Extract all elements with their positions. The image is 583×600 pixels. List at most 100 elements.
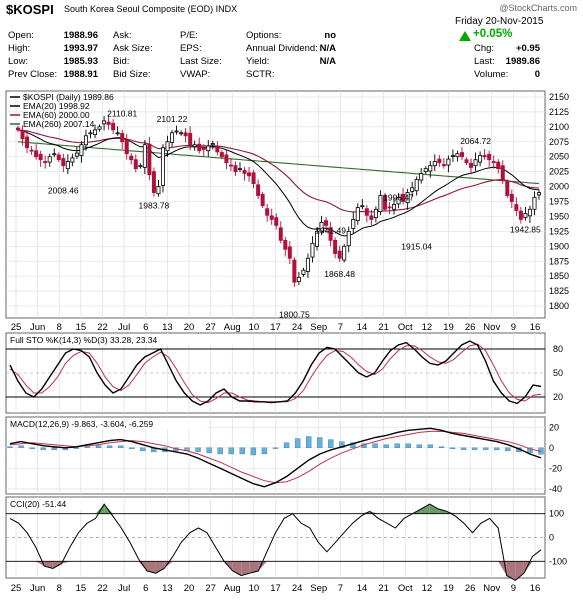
candle-body bbox=[83, 135, 88, 146]
candle-body bbox=[224, 154, 229, 164]
cci-y-tick: -100 bbox=[549, 556, 567, 566]
candle-body bbox=[396, 196, 401, 205]
sto-legend-bg bbox=[7, 334, 237, 345]
x-tick-label-bottom: 7 bbox=[338, 583, 343, 594]
candle-body bbox=[52, 153, 57, 156]
x-tick-label-bottom: 14 bbox=[357, 583, 368, 594]
bid-label: Bid: bbox=[113, 56, 130, 67]
candle-body bbox=[133, 159, 138, 170]
x-tick-label: 8 bbox=[57, 322, 62, 333]
cci-y-tick: 0 bbox=[549, 533, 554, 543]
x-tick-label-bottom: 17 bbox=[270, 583, 281, 594]
candle-body bbox=[97, 126, 102, 130]
price-y-tick: 2150 bbox=[549, 92, 569, 102]
low-label: Low: bbox=[8, 56, 29, 67]
sto-k-line bbox=[9, 340, 542, 406]
candle-body bbox=[532, 196, 537, 210]
candle-body bbox=[242, 170, 247, 174]
macd-histogram-bar bbox=[151, 447, 157, 453]
candle-body bbox=[310, 242, 315, 258]
macd-histogram-bar bbox=[449, 447, 456, 450]
candle-body bbox=[469, 162, 474, 168]
last-size-label: Last Size: bbox=[180, 56, 222, 67]
candle-body bbox=[305, 257, 310, 272]
x-tick-label: 12 bbox=[422, 322, 433, 333]
macd-y-tick: 20 bbox=[549, 422, 559, 432]
price-annotation: 2101.22 bbox=[157, 114, 188, 124]
macd-histogram-bar bbox=[383, 444, 389, 449]
cci-overbought-fill bbox=[412, 508, 422, 514]
cci-oversold-fill bbox=[506, 561, 516, 581]
candle-body bbox=[160, 147, 165, 186]
x-tick-label: Aug bbox=[224, 322, 241, 333]
open-label: Open: bbox=[8, 30, 34, 41]
price-annotation: 1996.47 bbox=[383, 193, 414, 203]
macd-histogram-bar bbox=[40, 447, 46, 451]
x-tick-label: Sep bbox=[310, 322, 327, 333]
macd-histogram-bar bbox=[471, 447, 478, 451]
price-y-tick: 2075 bbox=[549, 137, 569, 147]
cci-oversold-fill bbox=[523, 561, 533, 574]
candle-body bbox=[183, 132, 188, 137]
price-legend-entry: EMA(20) 1998.92 bbox=[23, 101, 90, 111]
macd-histogram-bar bbox=[538, 447, 544, 455]
candle-body bbox=[129, 155, 134, 161]
candle-body bbox=[79, 144, 84, 156]
open-value: 1988.96 bbox=[63, 30, 98, 41]
price-annotation: 1942.85 bbox=[510, 225, 541, 235]
candle-body bbox=[215, 146, 220, 153]
cci-oversold-fill bbox=[52, 561, 62, 569]
macd-histogram-bar bbox=[206, 447, 212, 454]
candle-body bbox=[29, 149, 34, 152]
ema-60-line bbox=[17, 129, 540, 213]
x-tick-label-bottom: 19 bbox=[443, 583, 454, 594]
candle-body bbox=[351, 219, 356, 229]
price-annotation: 1915.04 bbox=[401, 241, 432, 251]
cci-y-tick: 100 bbox=[549, 509, 564, 519]
price-y-tick: 1875 bbox=[549, 256, 569, 266]
x-tick-label-bottom: 25 bbox=[11, 583, 22, 594]
x-tick-label: Nov bbox=[483, 322, 500, 333]
macd-line bbox=[9, 427, 542, 488]
price-legend-entry: EMA(260) 2007.14 bbox=[23, 119, 95, 129]
candle-body bbox=[256, 184, 261, 196]
x-tick-label: 17 bbox=[270, 322, 281, 333]
last-label: Last: bbox=[474, 56, 495, 67]
x-tick-label: 20 bbox=[184, 322, 195, 333]
macd-histogram-bar bbox=[482, 447, 489, 451]
x-tick-label-bottom: Jun bbox=[30, 583, 45, 594]
candle-body bbox=[192, 144, 197, 147]
cci-oversold-fill bbox=[147, 561, 156, 574]
sto-y-tick: 80 bbox=[553, 344, 563, 354]
macd-y-tick: 0 bbox=[549, 443, 554, 453]
candle-body bbox=[441, 164, 446, 167]
price-y-tick: 1825 bbox=[549, 286, 569, 296]
x-tick-label-bottom: Aug bbox=[224, 583, 241, 594]
candle-body bbox=[278, 227, 283, 241]
macd-histogram-bar bbox=[106, 445, 113, 449]
price-annotation: 1868.48 bbox=[324, 269, 355, 279]
macd-histogram-bar bbox=[294, 438, 301, 448]
cci-overbought-fill bbox=[421, 504, 430, 514]
x-tick-label-bottom: 24 bbox=[292, 583, 303, 594]
candle-body bbox=[373, 208, 378, 219]
candle-body bbox=[56, 154, 61, 161]
candle-body bbox=[265, 208, 270, 216]
candle-body bbox=[188, 133, 193, 146]
macd-histogram-bar bbox=[162, 447, 168, 453]
cci-overbought-fill bbox=[95, 504, 105, 514]
x-tick-label: Jun bbox=[30, 322, 45, 333]
candle-body bbox=[47, 156, 52, 163]
candle-body bbox=[378, 195, 383, 213]
candle-body bbox=[61, 158, 66, 167]
candle-body bbox=[74, 152, 79, 157]
cci-overbought-fill bbox=[438, 508, 447, 514]
macd-histogram-bar bbox=[339, 441, 345, 449]
candle-body bbox=[179, 132, 184, 135]
change-percent: +0.05% bbox=[473, 28, 513, 40]
candle-body bbox=[219, 152, 224, 158]
candle-body bbox=[269, 215, 274, 220]
price-y-tick: 2000 bbox=[549, 182, 569, 192]
candle-body bbox=[43, 161, 48, 164]
x-tick-label: 15 bbox=[76, 322, 87, 333]
